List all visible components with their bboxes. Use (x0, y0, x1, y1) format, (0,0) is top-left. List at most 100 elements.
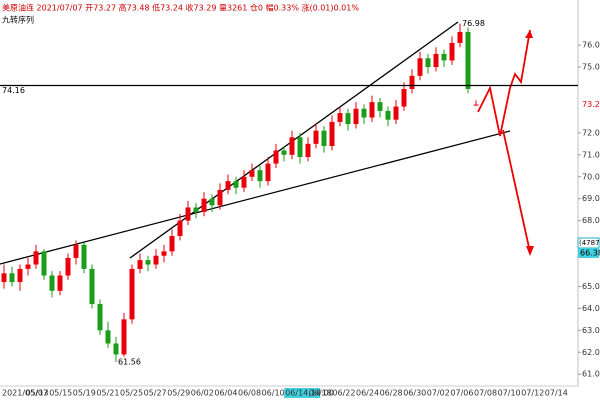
candle-body (49, 275, 55, 291)
candle-body (369, 102, 375, 118)
candle-body (377, 102, 383, 111)
candle-body (225, 181, 231, 190)
x-tick-label: 07/10 (498, 389, 521, 398)
projection-arrow (502, 129, 531, 253)
candle-body (57, 275, 63, 291)
candle-body (201, 198, 207, 212)
candle-body (241, 176, 247, 188)
x-tick-label: 06/14,14:00 (285, 389, 334, 398)
candle-body (409, 75, 415, 89)
y-tick-label: 65.00 (582, 282, 600, 291)
high-label: 76.98 (462, 19, 485, 28)
header: 美原油连 2021/07/07 开73.27 高73.48 低73.24 收73… (2, 3, 359, 13)
candle-body (129, 268, 135, 320)
x-tick-label: 05/19 (73, 389, 96, 398)
x-tick-label: 06/02 (191, 389, 214, 398)
arrow-head (526, 246, 534, 256)
x-tick-label: 06/28 (380, 389, 403, 398)
volume-box-label: (4787) (579, 239, 600, 247)
candle-body (177, 220, 183, 236)
candle-body (153, 255, 159, 265)
candle-body (65, 257, 71, 276)
x-tick-label: 06/10 (262, 389, 285, 398)
arrow-head (525, 30, 533, 38)
candle-body (281, 150, 287, 155)
candle-body (345, 113, 351, 125)
candle-body (465, 31, 471, 89)
candle-body (417, 58, 423, 76)
x-tick-label: 07/12 (521, 389, 544, 398)
candle-body (169, 235, 175, 252)
candle-body (457, 31, 463, 43)
y-tick-label: 62.00 (582, 348, 600, 357)
x-tick-label: 07/14 (545, 389, 568, 398)
projection-arrow (477, 29, 531, 137)
x-tick-label: 05/27 (144, 389, 167, 398)
y-tick-label: 72.00 (582, 128, 600, 137)
x-tick-label: 06/04 (214, 389, 237, 398)
candle-body (385, 110, 391, 120)
subheader: 九转序列 (2, 15, 34, 25)
candle-body (113, 343, 119, 355)
candle-body (401, 88, 407, 107)
candle-body (433, 53, 439, 68)
candle-body (145, 260, 151, 265)
x-tick-label: 06/18 (309, 389, 332, 398)
y-tick-label: 75.00 (582, 63, 600, 72)
candle-body (297, 137, 303, 158)
y-tick-label: 76.00 (582, 41, 600, 50)
y-tick-label: 68.00 (582, 216, 600, 225)
candle-body (233, 181, 239, 188)
candle-body (449, 42, 455, 61)
x-tick-label: 06/30 (403, 389, 426, 398)
candle-body (1, 273, 7, 283)
x-tick-label: 06/24 (356, 389, 379, 398)
candle-body (193, 207, 199, 212)
candle-body (217, 189, 223, 206)
candle-body (441, 53, 447, 61)
last-price-label: 73.29 (582, 100, 600, 109)
candle-body (361, 108, 367, 118)
price-box-label: 66.38 (580, 249, 600, 258)
candle-body (209, 198, 215, 206)
y-tick-label: 63.00 (582, 326, 600, 335)
candle-body (105, 330, 111, 344)
x-tick-label: 07/06 (450, 389, 473, 398)
trend-line (0, 130, 511, 265)
candle-body (305, 143, 311, 158)
x-tick-label: 05/15 (49, 389, 72, 398)
candle-body (321, 130, 327, 147)
y-tick-label: 61.00 (582, 370, 600, 379)
candle-body (337, 113, 343, 122)
candle-body (137, 260, 143, 269)
x-tick-label: 07/08 (474, 389, 497, 398)
candle-body (329, 121, 335, 147)
candle-body (393, 106, 399, 120)
x-tick-label: 06/08 (238, 389, 261, 398)
candle-body (33, 251, 39, 265)
candle-body (9, 273, 15, 283)
candle-body (425, 58, 431, 68)
x-tick-label: 05/25 (120, 389, 143, 398)
candle-body (89, 268, 95, 305)
candle-body (73, 244, 79, 258)
candle-body (473, 104, 479, 106)
y-tick-label: 71.00 (582, 150, 600, 159)
candle-body (313, 130, 319, 144)
y-tick-label: 70.00 (582, 172, 600, 181)
candle-body (257, 170, 263, 182)
x-tick-label: 2021/05/07 (2, 389, 48, 398)
x-tick-label: 05/29 (167, 389, 190, 398)
y-tick-label: 69.00 (582, 194, 600, 203)
candle-body (161, 251, 167, 256)
candle-body (81, 244, 87, 269)
candle-body (41, 251, 47, 276)
candle-body (25, 264, 31, 269)
x-label-highlight (284, 388, 321, 398)
y-tick-label: 64.00 (582, 304, 600, 313)
price-box (578, 248, 599, 258)
candle-body (249, 170, 255, 177)
x-tick-label: 05/21 (96, 389, 119, 398)
